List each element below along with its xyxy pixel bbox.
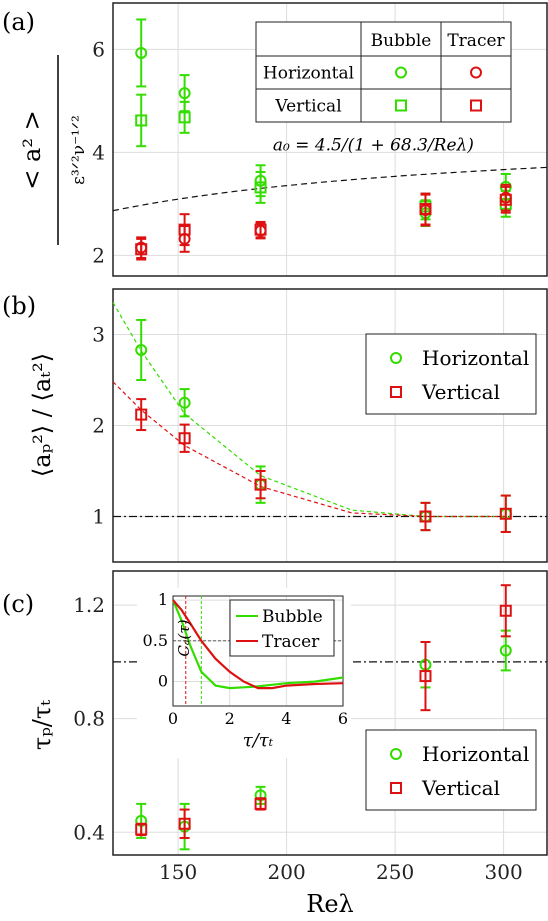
legend-label: Vertical bbox=[421, 380, 500, 404]
ytick-label: 0.8 bbox=[73, 707, 105, 731]
legend-marker bbox=[390, 386, 402, 398]
xtick-label: 150 bbox=[159, 860, 197, 884]
data-point bbox=[178, 432, 191, 445]
panel-label-a: (a) bbox=[2, 8, 35, 36]
legend-col-bubble: Bubble bbox=[371, 31, 432, 51]
inset-ytick: 1 bbox=[158, 590, 168, 609]
ytick-label: 1.2 bbox=[73, 593, 105, 617]
axes-frame bbox=[112, 570, 548, 856]
legend-row-label: Horizontal bbox=[263, 64, 354, 84]
data-point bbox=[419, 203, 432, 216]
inset-ylabel: Cₐ(τ) bbox=[175, 619, 193, 656]
legend-box bbox=[365, 729, 537, 811]
legend-row-label: Vertical bbox=[274, 97, 341, 117]
data-point bbox=[254, 181, 267, 194]
panel-label-b: (b) bbox=[2, 292, 36, 320]
inset-legend-label: Tracer bbox=[262, 632, 320, 652]
legend-marker-bubble bbox=[395, 66, 407, 79]
data-point bbox=[499, 604, 512, 617]
xtick-label: 300 bbox=[485, 860, 523, 884]
legend-1: Horizontal Vertical bbox=[365, 333, 537, 415]
legend-marker-bubble bbox=[395, 99, 407, 112]
axes-frame bbox=[112, 2, 548, 277]
ylabel-c: τₚ/τₜ bbox=[28, 700, 56, 750]
xlabel: Reλ bbox=[306, 890, 353, 918]
legend-label: Horizontal bbox=[422, 346, 529, 370]
legend-marker bbox=[390, 748, 402, 760]
data-point bbox=[499, 644, 512, 657]
inset-line-bubble bbox=[171, 599, 344, 690]
inset-line-tracer bbox=[172, 599, 344, 690]
legend-marker-tracer bbox=[470, 66, 482, 79]
data-point bbox=[135, 823, 148, 836]
inset-ytick: 0.5 bbox=[143, 631, 168, 650]
ylabel-b: ⟨aₚ²⟩ / ⟨aₜ²⟩ bbox=[28, 353, 56, 477]
data-point bbox=[254, 478, 267, 491]
panel-label-c: (c) bbox=[2, 590, 34, 618]
data-point bbox=[135, 408, 148, 421]
legend-box bbox=[365, 333, 537, 415]
xtick-label: 250 bbox=[376, 860, 414, 884]
legend-box bbox=[255, 21, 512, 123]
ytick-label: 3 bbox=[92, 323, 105, 347]
data-point bbox=[178, 87, 191, 100]
legend-2: Horizontal Vertical bbox=[365, 729, 537, 811]
data-point bbox=[419, 510, 432, 523]
ytick-label: 6 bbox=[92, 37, 105, 61]
inset-ytick: 0 bbox=[158, 672, 168, 691]
legend-label: Horizontal bbox=[422, 742, 529, 766]
ytick-label: 2 bbox=[92, 243, 105, 267]
panel-0: 2 4 6 a₀ = 4.5/(1 + 68.3/Reλ) Bubble Tracer Ho… bbox=[92, 2, 548, 277]
ylabel-a-numerator: < a² > bbox=[18, 110, 46, 189]
inset-frame bbox=[172, 595, 344, 707]
data-point bbox=[419, 670, 432, 683]
legend-table: Bubble Tracer Horizontal Vertical bbox=[255, 21, 512, 123]
ytick-label: 4 bbox=[92, 140, 105, 164]
ytick-label: 1 bbox=[92, 505, 105, 529]
data-point bbox=[254, 223, 267, 236]
inset-xlabel: τ/τₜ bbox=[243, 730, 274, 751]
inset: 0 2 4 6 0 0.5 1 τ/τₜ Cₐ(τ) Bubble Tracer bbox=[137, 588, 351, 758]
legend-label: Vertical bbox=[421, 776, 500, 800]
ytick-label: 0.4 bbox=[73, 820, 105, 844]
inset-xtick: 2 bbox=[225, 709, 235, 728]
panel-1: 1 2 3 Horizontal Vertical bbox=[92, 288, 548, 563]
inset-legend: Bubble Tracer bbox=[229, 599, 335, 657]
plots: 2 4 6 a₀ = 4.5/(1 + 68.3/Reλ) Bubble Tracer Ho… bbox=[73, 2, 548, 884]
data-point bbox=[135, 243, 148, 256]
ylabel-a-denominator: ε³ᐟ²ν⁻¹ᐟ² bbox=[69, 115, 89, 185]
inset-legend-box bbox=[229, 599, 335, 657]
axes-frame bbox=[112, 288, 548, 563]
legend-marker bbox=[390, 782, 402, 794]
data-point bbox=[178, 817, 191, 830]
data-point bbox=[499, 193, 512, 206]
inset-legend-label: Bubble bbox=[262, 607, 323, 627]
inset-xtick: 6 bbox=[338, 709, 348, 728]
fit-label: a₀ = 4.5/(1 + 68.3/Reλ) bbox=[273, 135, 474, 155]
data-point bbox=[499, 507, 512, 520]
fit-curve bbox=[112, 166, 548, 212]
legend-marker-tracer bbox=[470, 99, 482, 112]
inset-xtick: 0 bbox=[168, 709, 178, 728]
legend-col-tracer: Tracer bbox=[447, 31, 505, 51]
data-point bbox=[178, 111, 191, 124]
xtick-label: 200 bbox=[268, 860, 306, 884]
data-point bbox=[254, 797, 267, 810]
data-point bbox=[178, 223, 191, 236]
ylabel-a: < a² > ε³ᐟ²ν⁻¹ᐟ² bbox=[18, 55, 89, 245]
data-point bbox=[135, 46, 148, 59]
data-point bbox=[178, 396, 191, 409]
data-point bbox=[135, 343, 148, 356]
legend-marker bbox=[390, 352, 402, 364]
data-point bbox=[135, 114, 148, 127]
ytick-label: 2 bbox=[92, 414, 105, 438]
inset-xtick: 4 bbox=[281, 709, 291, 728]
